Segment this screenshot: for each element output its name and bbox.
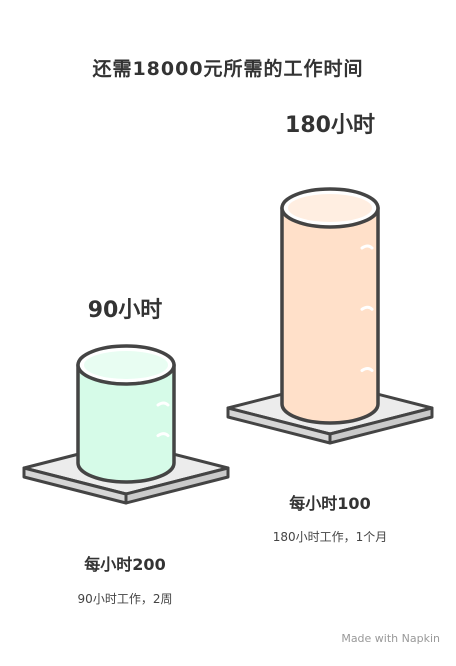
bar-highlight-1-1 (156, 401, 170, 407)
bar-highlight-1-2 (156, 432, 170, 438)
platform-side-right-1 (124, 466, 230, 505)
chart-title: 还需18000元所需的工作时间 (92, 58, 364, 80)
description-2: 180小时工作，1个月 (272, 530, 388, 544)
category-label-1: 每小时200 (84, 555, 166, 574)
footer-credit: Made with Napkin (341, 632, 440, 645)
bar-highlight-2-2 (360, 305, 374, 311)
value-label-2: 180小时 (285, 113, 375, 138)
bar-1 (76, 363, 176, 484)
description-1: 90小时工作，2周 (77, 592, 173, 606)
platform-side-right-2 (328, 406, 434, 445)
bar-highlight-2-1 (360, 244, 374, 250)
category-label-2: 每小时100 (289, 494, 371, 513)
bar-top-fill-1 (84, 351, 168, 379)
bar-2 (280, 206, 380, 425)
bar-highlight-2-3 (360, 367, 374, 372)
value-label-1: 90小时 (87, 298, 163, 323)
bar-top-fill-2 (288, 194, 372, 222)
